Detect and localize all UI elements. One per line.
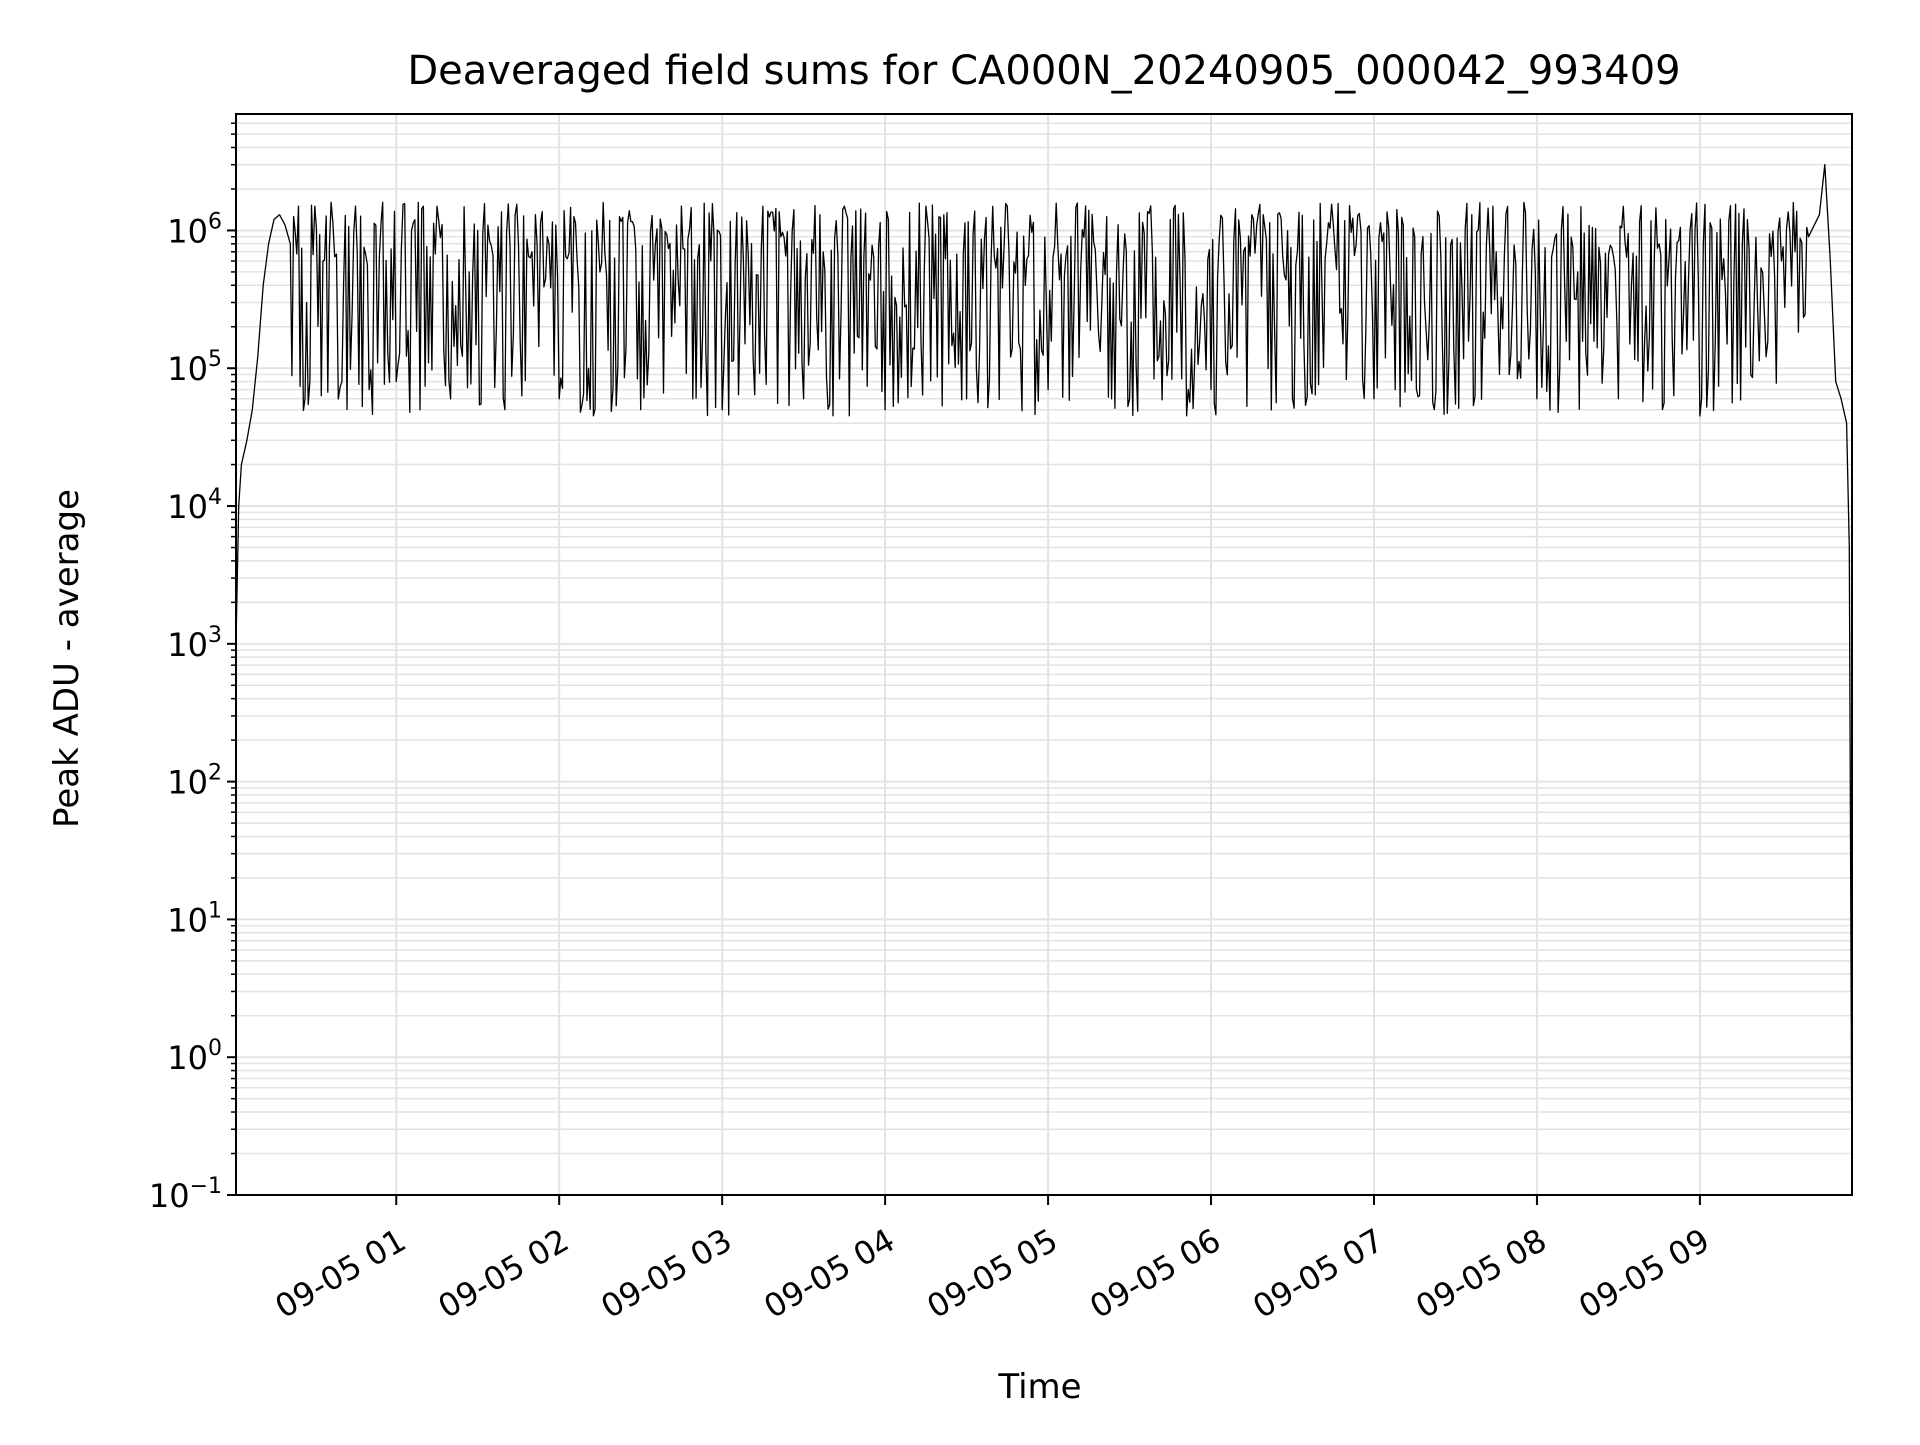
- x-axis-label: Time: [997, 1367, 1081, 1407]
- y-tick-label: 104: [167, 485, 222, 526]
- series-line: [235, 164, 1853, 1196]
- data-series: [235, 164, 1853, 1196]
- y-tick-label: 103: [167, 623, 222, 664]
- y-tick-label: 10−1: [149, 1174, 222, 1215]
- y-tick-label: 101: [167, 898, 222, 939]
- y-tick-label: 105: [167, 347, 222, 388]
- y-axis-label: Peak ADU - average: [47, 489, 87, 828]
- y-tick-label: 100: [167, 1036, 222, 1077]
- y-tick-label: 106: [167, 209, 222, 250]
- plot-frame: [235, 113, 1853, 1196]
- chart-title: Deaveraged field sums for CA000N_2024090…: [407, 48, 1680, 94]
- y-tick-label: 102: [167, 761, 222, 802]
- grid-lines: [236, 114, 1852, 1196]
